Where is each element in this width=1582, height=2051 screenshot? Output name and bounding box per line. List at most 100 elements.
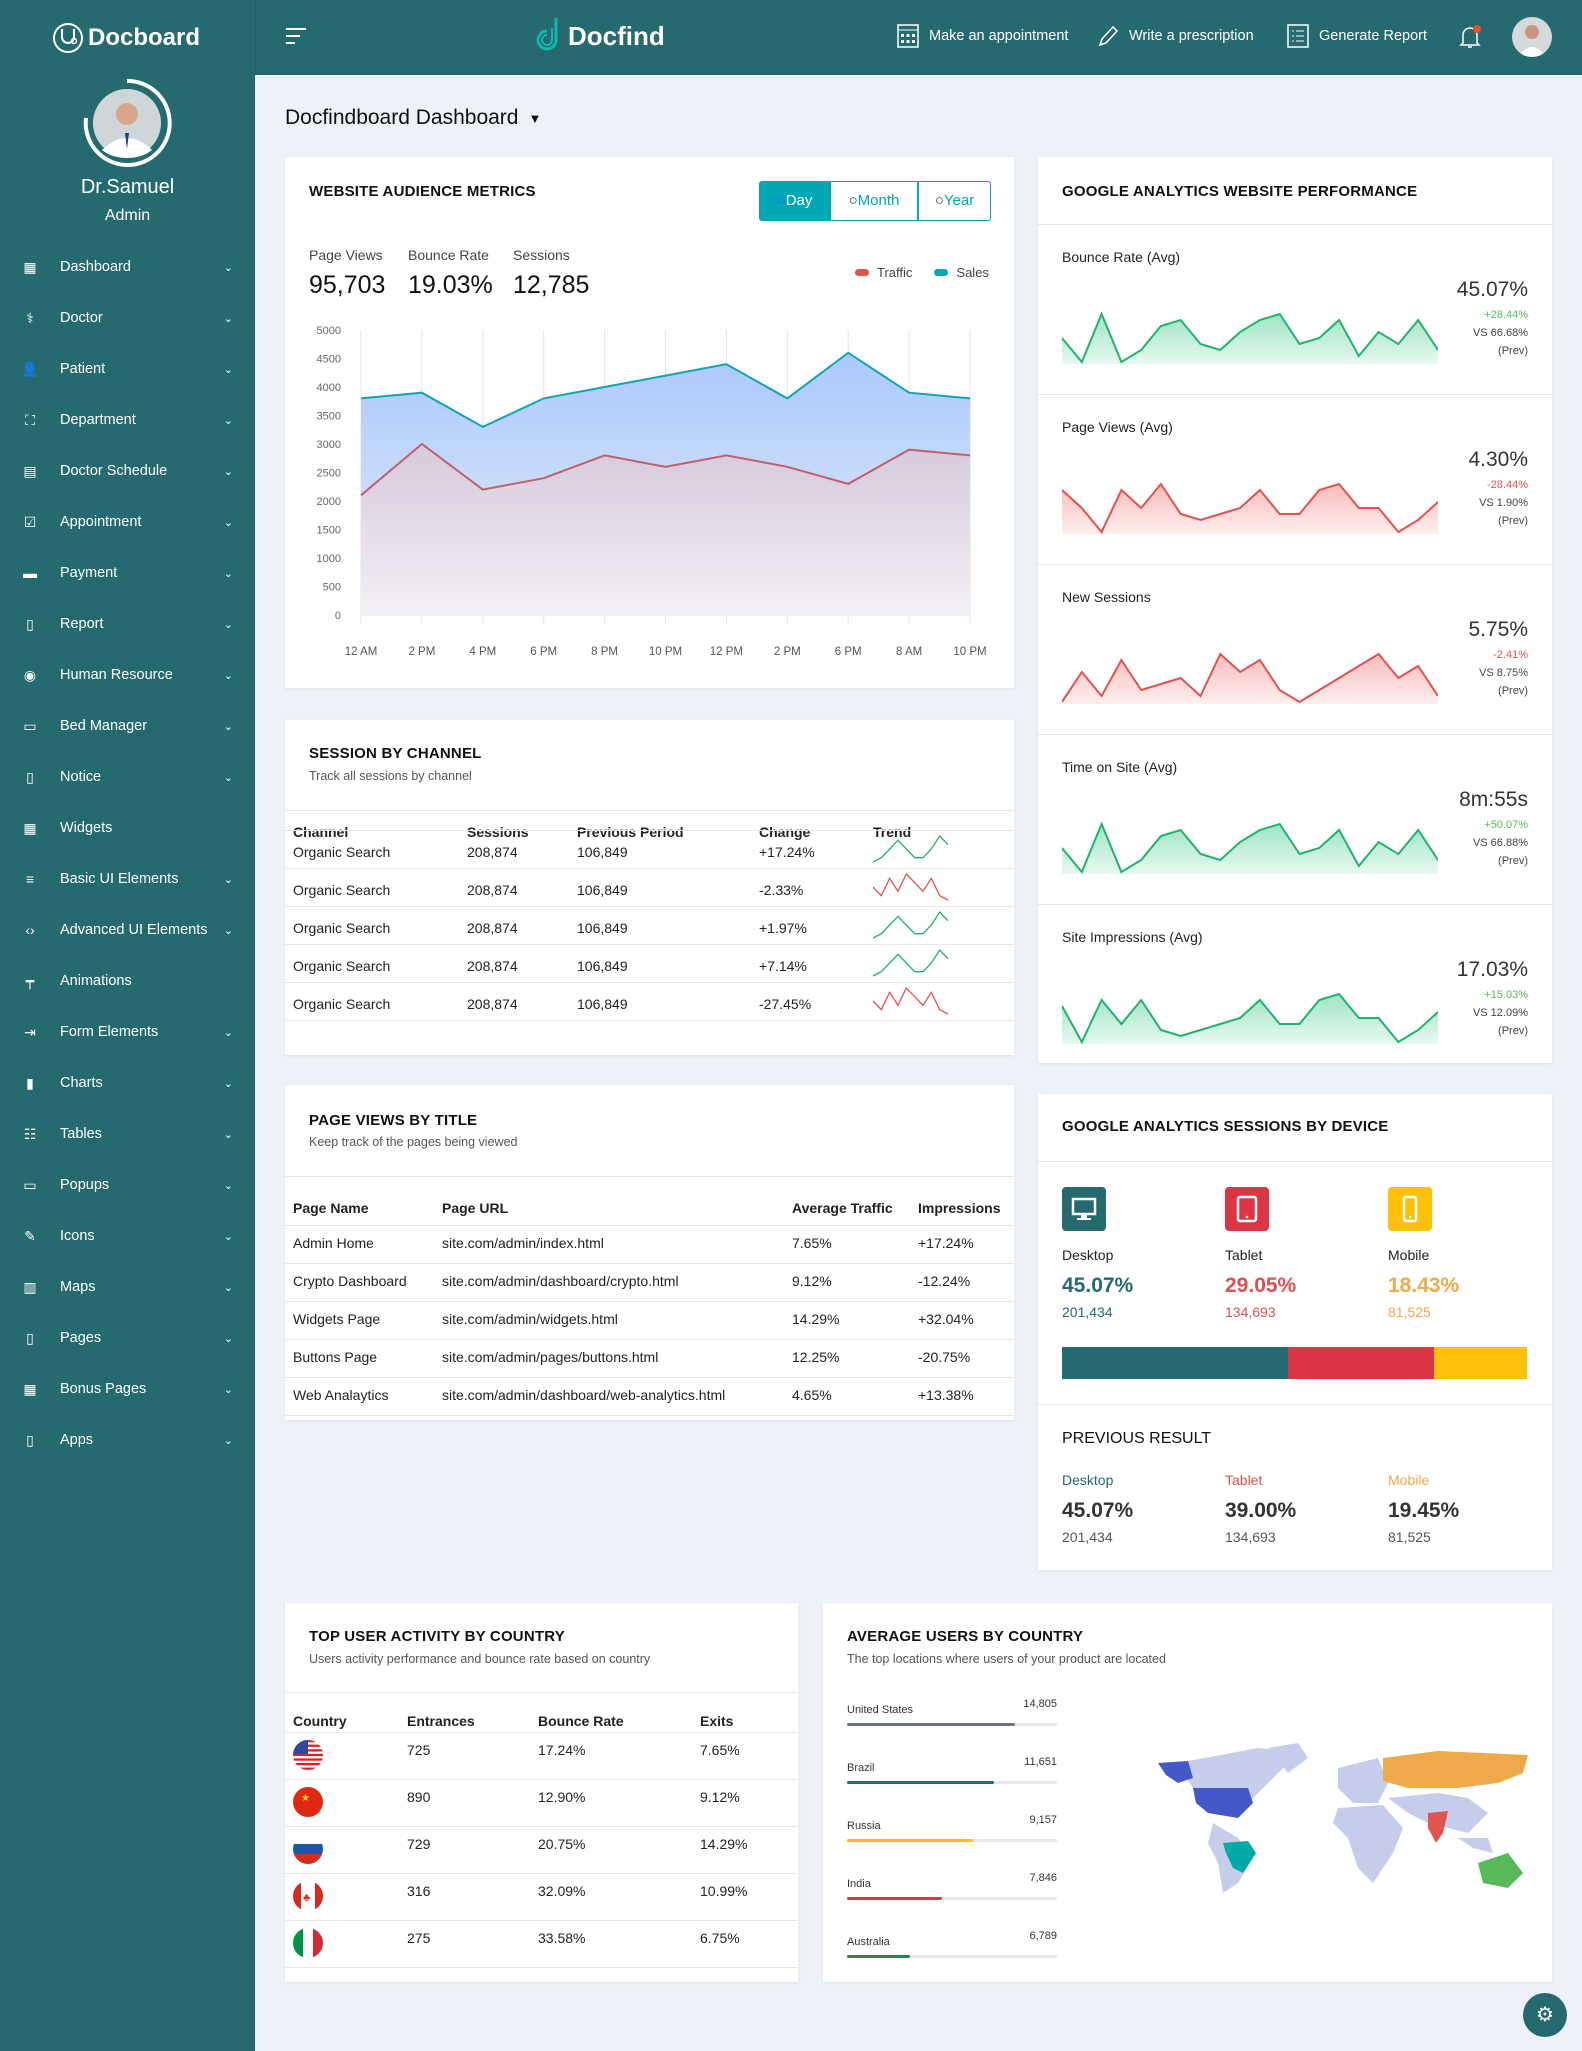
sidebar-item-dashboard[interactable]: ▦ Dashboard ⌄ — [0, 247, 255, 287]
card-subtitle: The top locations where users of your pr… — [847, 1652, 1166, 1666]
sidebar-item-icon: ☑ — [23, 513, 37, 530]
flag-ca-icon: ♣ — [293, 1881, 323, 1911]
y-tick-label: 4000 — [317, 382, 341, 394]
table-cell: site.com/admin/dashboard/crypto.html — [442, 1273, 679, 1289]
chevron-down-icon: ⌄ — [223, 1434, 233, 1447]
table-cell: Organic Search — [293, 996, 391, 1012]
table-cell: 9.12% — [700, 1789, 740, 1805]
sidebar-item-popups[interactable]: ▭ Popups ⌄ — [0, 1165, 255, 1205]
metric-change: +15.03% — [1484, 989, 1528, 1001]
sidebar-item-icon: 👤 — [21, 360, 39, 377]
write-prescription-button[interactable]: Write a prescription — [1097, 24, 1254, 48]
table-row[interactable]: Buttons Page site.com/admin/pages/buttons… — [285, 1339, 1014, 1377]
card-subtitle: Track all sessions by channel — [309, 769, 472, 783]
sidebar-item-icon: ▮ — [26, 1074, 34, 1091]
sidebar-item-charts[interactable]: ▮ Charts ⌄ — [0, 1063, 255, 1103]
metric-change: +28.44% — [1484, 309, 1528, 321]
table-row: ♣ 316 32.09% 10.99% — [285, 1873, 798, 1920]
sessions-by-device-card: GOOGLE ANALYTICS SESSIONS BY DEVICE Desk… — [1038, 1094, 1552, 1570]
write-prescription-label: Write a prescription — [1129, 28, 1254, 44]
sidebar-item-widgets[interactable]: ▦ Widgets — [0, 808, 255, 848]
sidebar-item-apps[interactable]: ▯ Apps ⌄ — [0, 1420, 255, 1460]
table-cell: +7.14% — [759, 958, 807, 974]
tablet-icon — [1225, 1187, 1269, 1231]
menu-toggle-icon[interactable] — [286, 28, 306, 44]
country-value: 14,805 — [1023, 1698, 1057, 1710]
period-month-button[interactable]: ○Month — [830, 181, 918, 221]
table-cell: Organic Search — [293, 882, 391, 898]
sidebar-item-icons[interactable]: ✎ Icons ⌄ — [0, 1216, 255, 1256]
table-row[interactable]: Crypto Dashboard site.com/admin/dashboard… — [285, 1263, 1014, 1301]
brand-logo[interactable]: Docboard — [52, 22, 200, 54]
world-map[interactable] — [1138, 1743, 1538, 1913]
table-row[interactable]: Web Analaytics site.com/admin/dashboard/w… — [285, 1377, 1014, 1415]
sidebar-item-notice[interactable]: ▯ Notice ⌄ — [0, 757, 255, 797]
sidebar-item-form-elements[interactable]: ⇥ Form Elements ⌄ — [0, 1012, 255, 1052]
device-count: 134,693 — [1225, 1304, 1276, 1320]
chevron-down-icon: ⌄ — [223, 1332, 233, 1345]
docfind-logo[interactable]: Docfind — [536, 16, 665, 56]
notifications-button[interactable] — [1458, 24, 1482, 55]
y-tick-label: 2500 — [317, 468, 341, 480]
sidebar-item-label: Doctor — [60, 310, 103, 326]
metric-change: -2.41% — [1493, 649, 1528, 661]
sidebar-item-human-resource[interactable]: ◉ Human Resource ⌄ — [0, 655, 255, 695]
table-row[interactable]: Widgets Page site.com/admin/widgets.html 1… — [285, 1301, 1014, 1339]
sidebar-item-icon: ▦ — [23, 819, 37, 836]
dashboard-selector[interactable]: Docfindboard Dashboard ▼ — [285, 106, 541, 130]
device-share-bar — [1062, 1347, 1527, 1379]
user-avatar[interactable] — [1512, 17, 1552, 57]
sidebar-item-appointment[interactable]: ☑ Appointment ⌄ — [0, 502, 255, 542]
sidebar-item-payment[interactable]: ▬ Payment ⌄ — [0, 553, 255, 593]
sidebar-item-report[interactable]: ▯ Report ⌄ — [0, 604, 255, 644]
period-year-button[interactable]: ○Year — [918, 181, 991, 221]
make-appointment-label: Make an appointment — [929, 28, 1069, 44]
table-cell: 106,849 — [577, 844, 628, 860]
sidebar-item-label: Bed Manager — [60, 718, 148, 734]
table-cell: 275 — [407, 1930, 431, 1946]
table-cell: site.com/admin/index.html — [442, 1235, 604, 1251]
sidebar-item-doctor-schedule[interactable]: ▤ Doctor Schedule ⌄ — [0, 451, 255, 491]
sidebar-item-pages[interactable]: ▯ Pages ⌄ — [0, 1318, 255, 1358]
settings-button[interactable]: ⚙ — [1523, 1993, 1567, 2037]
profile-role: Admin — [104, 207, 151, 224]
previous-percent: 19.45% — [1388, 1499, 1460, 1522]
sales-series-point — [481, 425, 484, 428]
table-cell: 14.29% — [792, 1311, 840, 1327]
make-appointment-button[interactable]: Make an appointment — [897, 24, 1068, 48]
sidebar-item-animations[interactable]: ┯ Animations — [0, 961, 255, 1001]
sidebar-item-bonus-pages[interactable]: ▦ Bonus Pages ⌄ — [0, 1369, 255, 1409]
chevron-down-icon: ⌄ — [223, 1077, 233, 1090]
legend-sales: Sales — [956, 265, 989, 280]
sidebar-item-doctor[interactable]: ⚕ Doctor ⌄ — [0, 298, 255, 338]
traffic-series-point — [481, 488, 484, 491]
column-header: Channel — [293, 824, 349, 840]
table-cell: 106,849 — [577, 882, 628, 898]
page-views-card: PAGE VIEWS BY TITLE Keep track of the pa… — [285, 1085, 1014, 1420]
table-cell: 4.65% — [792, 1387, 832, 1403]
profile-avatar[interactable] — [82, 78, 172, 168]
device-share-segment — [1434, 1347, 1527, 1379]
table-cell: 10.99% — [700, 1883, 748, 1899]
sidebar-item-bed-manager[interactable]: ▭ Bed Manager ⌄ — [0, 706, 255, 746]
sidebar-item-tables[interactable]: ☷ Tables ⌄ — [0, 1114, 255, 1154]
table-row: Organic Search 208,874 106,849 -27.45% — [285, 982, 1014, 1020]
table-row: Organic Search 208,874 106,849 +17.24% — [285, 830, 1014, 868]
sidebar-item-patient[interactable]: 👤 Patient ⌄ — [0, 349, 255, 389]
generate-report-button[interactable]: Generate Report — [1287, 24, 1427, 48]
device-label: Mobile — [1388, 1247, 1430, 1263]
chevron-down-icon: ⌄ — [223, 1383, 233, 1396]
table-cell: 729 — [407, 1836, 431, 1852]
metric-sparkline — [1062, 822, 1438, 874]
sidebar-item-basic-ui-elements[interactable]: ≡ Basic UI Elements ⌄ — [0, 859, 255, 899]
sidebar-item-maps[interactable]: ▥ Maps ⌄ — [0, 1267, 255, 1307]
map-united-states — [1193, 1788, 1253, 1818]
sidebar-item-department[interactable]: ⛶ Department ⌄ — [0, 400, 255, 440]
chevron-down-icon: ⌄ — [223, 771, 233, 784]
sidebar-item-advanced-ui-elements[interactable]: ‹› Advanced UI Elements ⌄ — [0, 910, 255, 950]
trend-sparkline — [873, 948, 948, 977]
table-row[interactable]: Admin Home site.com/admin/index.html 7.65%… — [285, 1225, 1014, 1263]
period-day-button[interactable]: ○Day — [759, 181, 830, 221]
previous-label: Mobile — [1388, 1472, 1430, 1488]
metric-value: 17.03% — [1456, 958, 1528, 981]
